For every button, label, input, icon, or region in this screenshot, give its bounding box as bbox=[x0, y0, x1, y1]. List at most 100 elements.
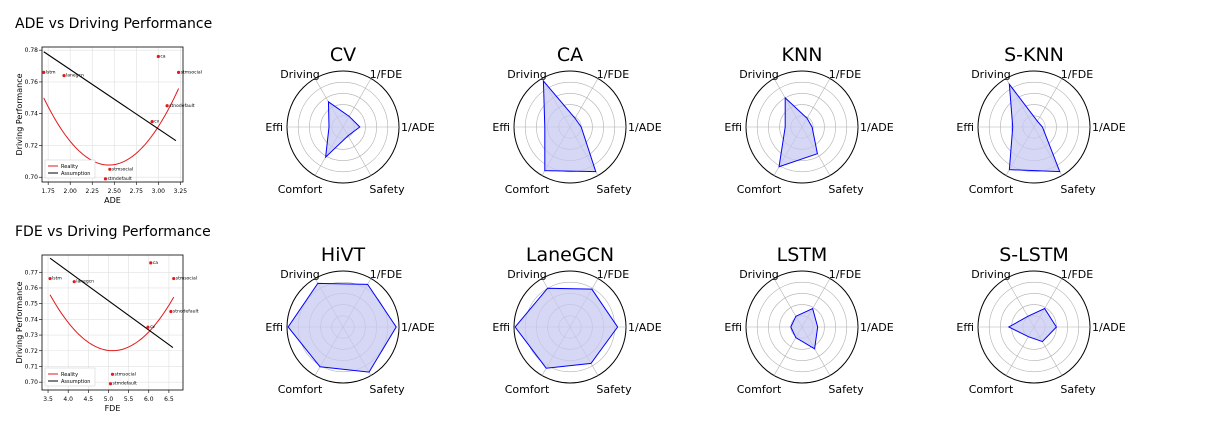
x-tick-label: 4.0 bbox=[63, 396, 73, 403]
radar-axis-label: Driving bbox=[739, 68, 779, 81]
radar-axis-label: Driving bbox=[971, 68, 1011, 81]
x-tick-label: 6.5 bbox=[164, 396, 174, 403]
y-tick-label: 0.71 bbox=[25, 363, 39, 370]
radar-axis-label: Comfort bbox=[737, 183, 782, 196]
radar-axis-label: Effi bbox=[492, 321, 510, 334]
x-tick-label: 3.5 bbox=[43, 396, 53, 403]
x-tick-label: 2.25 bbox=[86, 188, 100, 195]
radar-panel-lanegcn: LaneGCN Driving 1/FDE 1/ADE Safety Comfort Eff… bbox=[492, 244, 661, 396]
data-point bbox=[48, 276, 52, 281]
radar-polygon bbox=[1007, 307, 1058, 343]
point-label: stmsocial bbox=[181, 69, 202, 75]
radar-panel-s-lstm: S-LSTM Driving 1/FDE 1/ADE Safety Comfort Effi bbox=[956, 244, 1125, 396]
data-point bbox=[146, 325, 150, 329]
radar-axis-label: Comfort bbox=[737, 383, 782, 396]
radar-axis-label: Effi bbox=[956, 321, 974, 334]
radar-axis-label: Comfort bbox=[278, 183, 323, 196]
radar-axis-label: Safety bbox=[596, 383, 632, 396]
y-tick-label: 0.70 bbox=[25, 174, 39, 181]
data-point bbox=[42, 70, 46, 75]
radar-axis-label: Safety bbox=[1060, 383, 1096, 396]
radar-axis-label: Effi bbox=[265, 121, 283, 134]
point-label: stnodefault bbox=[173, 309, 199, 315]
radar-title: KNN bbox=[782, 44, 823, 66]
plot-frame bbox=[41, 254, 184, 391]
radar-axis-label: Safety bbox=[828, 183, 864, 196]
radar-panel-ca: CA Driving 1/FDE 1/ADE Safety Comfort Effi bbox=[492, 44, 661, 196]
radar-axis-label: 1/ADE bbox=[860, 121, 894, 134]
radar-axis-label: Safety bbox=[828, 383, 864, 396]
y-axis-label: Driving Performance bbox=[15, 73, 24, 155]
radar-axis-label: 1/ADE bbox=[401, 321, 435, 334]
radar-axis-label: Safety bbox=[369, 383, 405, 396]
radar-axis-label: Driving bbox=[280, 68, 320, 81]
data-point bbox=[108, 167, 112, 171]
radar-polygon bbox=[790, 307, 819, 350]
point-label: cv bbox=[150, 325, 155, 330]
radar-axis-label: 1/ADE bbox=[1092, 121, 1126, 134]
y-tick-label: 0.76 bbox=[25, 285, 39, 292]
data-point bbox=[103, 177, 108, 181]
radar-title: CV bbox=[330, 44, 356, 66]
y-tick-label: 0.77 bbox=[25, 269, 39, 276]
data-point bbox=[149, 261, 153, 265]
point-label: lanegcn bbox=[76, 279, 94, 285]
point-label: ca bbox=[153, 261, 158, 266]
chart-title: FDE vs Driving Performance bbox=[15, 224, 211, 240]
radar-axis-label: Driving bbox=[507, 268, 547, 281]
radar-axis-label: Effi bbox=[724, 321, 742, 334]
y-tick-label: 0.75 bbox=[25, 301, 39, 308]
scatter-panel-1: ADE vs Driving Performance 1.75 2.00 2.25 2.… bbox=[15, 16, 212, 205]
data-point bbox=[165, 104, 169, 108]
radar-axis-label: Effi bbox=[724, 121, 742, 134]
radar-axis-label: 1/FDE bbox=[370, 68, 403, 81]
y-tick-label: 0.70 bbox=[25, 379, 39, 386]
y-tick-label: 0.72 bbox=[25, 142, 39, 149]
y-tick-label: 0.73 bbox=[25, 332, 39, 339]
scatter-panel-2: FDE vs Driving Performance 3.5 4.0 4.5 5.0 5.… bbox=[15, 224, 211, 413]
radar-axis-label: 1/FDE bbox=[597, 68, 630, 81]
radar-axis-label: Safety bbox=[1060, 183, 1096, 196]
radar-axis-label: 1/FDE bbox=[1061, 268, 1094, 281]
legend-label: Reality bbox=[61, 372, 78, 378]
point-label: stmsocial bbox=[115, 371, 136, 377]
point-label: lstm bbox=[46, 69, 56, 75]
legend-label: Assumption bbox=[61, 171, 90, 177]
radar-axis-label: 1/ADE bbox=[628, 121, 662, 134]
x-tick-label: 2.75 bbox=[130, 188, 144, 195]
x-axis-label: FDE bbox=[105, 404, 121, 413]
radar-axis-label: Effi bbox=[265, 321, 283, 334]
data-point bbox=[176, 70, 181, 75]
radar-axis-label: 1/FDE bbox=[370, 268, 403, 281]
radar-spoke bbox=[1033, 78, 1063, 128]
data-point bbox=[156, 54, 160, 59]
reality-curve bbox=[43, 88, 180, 166]
x-tick-label: 2.50 bbox=[108, 188, 122, 195]
radar-axis-label: 1/FDE bbox=[829, 268, 862, 281]
radar-axis-label: Comfort bbox=[505, 183, 550, 196]
radar-title: LSTM bbox=[777, 244, 828, 266]
radar-axis-label: Effi bbox=[956, 121, 974, 134]
radar-title: S-KNN bbox=[1004, 44, 1064, 66]
y-tick-label: 0.72 bbox=[25, 348, 39, 355]
radar-axis-label: 1/ADE bbox=[860, 321, 894, 334]
assumption-line bbox=[43, 51, 177, 142]
point-label: stmsocial bbox=[112, 166, 133, 172]
radar-polygon bbox=[287, 282, 397, 373]
y-axis-label: Driving Performance bbox=[15, 281, 24, 363]
point-label: ca bbox=[160, 55, 165, 60]
assumption-line bbox=[49, 257, 174, 349]
legend-label: Assumption bbox=[61, 379, 90, 385]
radar-axis-label: 1/FDE bbox=[1061, 68, 1094, 81]
radar-polygon bbox=[778, 96, 818, 168]
x-tick-label: 1.75 bbox=[41, 188, 55, 195]
x-tick-label: 3.25 bbox=[174, 188, 188, 195]
radar-axis-label: Driving bbox=[507, 68, 547, 81]
radar-axis-label: Effi bbox=[492, 121, 510, 134]
radar-axis-label: Comfort bbox=[969, 383, 1014, 396]
radar-axis-label: 1/FDE bbox=[597, 268, 630, 281]
radar-polygon bbox=[1008, 82, 1061, 173]
